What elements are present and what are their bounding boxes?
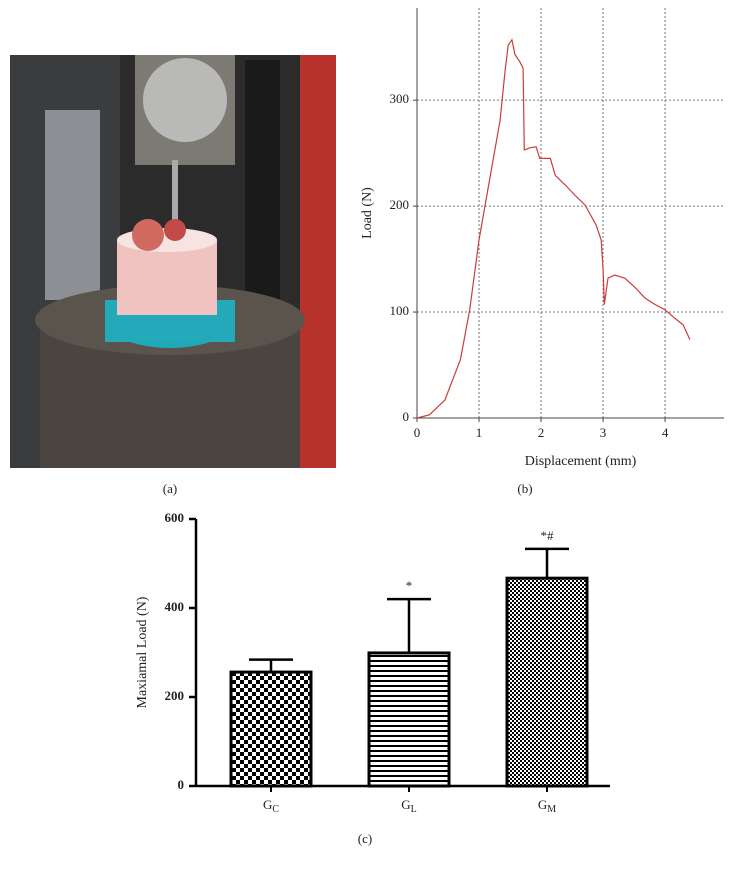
annotation: * [406, 578, 413, 593]
x-tick-label: 4 [662, 425, 669, 440]
annotation: *# [541, 528, 555, 543]
y-tick-label: 200 [390, 197, 410, 212]
x-tick-label: GM [538, 797, 556, 815]
y-tick-label: 100 [390, 303, 410, 318]
x-tick-label-main: G [401, 797, 410, 812]
x-tick-label: 1 [476, 425, 483, 440]
caption: (b) [517, 481, 532, 496]
x-tick-label-main: G [538, 797, 547, 812]
data-line [416, 38, 691, 419]
photo [10, 55, 336, 468]
x-tick-label-sub: M [547, 804, 556, 815]
y-tick-label: 300 [390, 91, 410, 106]
x-tick-label-sub: L [411, 804, 417, 815]
x-tick-label: 0 [414, 425, 421, 440]
x-tick-label: GC [263, 797, 279, 815]
y-tick-label: 0 [178, 777, 185, 792]
y-axis-label: Load (N) [360, 187, 375, 239]
y-axis-label: Maxiamal Load (N) [135, 596, 150, 708]
x-tick-label: 2 [538, 425, 545, 440]
y-tick-label: 0 [403, 409, 410, 424]
y-tick-label: 600 [165, 510, 185, 525]
x-axis-label: Displacement (mm) [525, 454, 637, 469]
y-tick-label: 400 [165, 599, 185, 614]
caption: (c) [358, 831, 372, 846]
x-tick-label-main: G [263, 797, 272, 812]
caption: (a) [163, 481, 177, 496]
y-tick-label: 200 [165, 688, 185, 703]
bar [505, 576, 589, 788]
x-tick-label: GL [401, 797, 417, 815]
x-tick-label-sub: C [272, 804, 279, 815]
x-tick-label: 3 [600, 425, 607, 440]
bar [229, 670, 313, 788]
bar [367, 651, 451, 788]
